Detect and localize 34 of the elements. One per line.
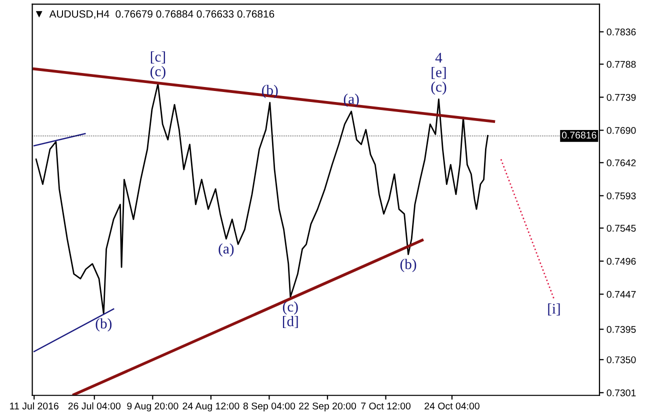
y-tick-label: 0.7545 <box>606 224 636 232</box>
ref-line-label: 0.76816 <box>562 132 596 139</box>
y-tick-label: 0.7593 <box>606 192 636 200</box>
annotation: 4 <box>435 52 442 62</box>
x-tick-label: 26 Jul 04:00 <box>68 402 120 410</box>
annotation: (b) <box>400 258 416 272</box>
y-tick-label: 0.7690 <box>606 127 636 134</box>
y-tick-label: 0.7496 <box>606 258 636 265</box>
y-tick-label: 0.7836 <box>606 28 636 36</box>
annotation: [c] <box>150 51 165 64</box>
annotation: [e] <box>432 66 446 80</box>
x-tick-label: 7 Oct 12:00 <box>361 402 411 410</box>
annotation: (c) <box>150 66 166 80</box>
y-tick-label: 0.7447 <box>606 290 636 298</box>
y-tick-label: 0.7350 <box>606 356 636 364</box>
annotation: (c) <box>282 301 298 315</box>
y-tick-label: 0.7739 <box>606 94 636 101</box>
x-tick-label: 11 Jul 2016 <box>10 402 58 410</box>
annotation: (c) <box>431 82 446 95</box>
annotation: (a) <box>218 243 234 257</box>
x-tick-label: 22 Sep 20:00 <box>299 402 356 412</box>
text: AUDUSD,H4 0.76679 0.76884 0.76633 0.76816 <box>49 10 274 19</box>
y-tick-label: 0.7301 <box>606 389 636 396</box>
y-tick-label: 0.7642 <box>606 159 636 166</box>
annotation: (b) <box>96 318 112 332</box>
x-tick-label: 8 Sep 04:00 <box>243 402 296 412</box>
x-tick-label: 9 Aug 20:00 <box>127 402 178 412</box>
annotation: (a) <box>344 94 359 107</box>
y-tick-label: 0.7395 <box>606 326 636 333</box>
annotation: [i] <box>548 303 560 316</box>
y-tick-label: 0.7788 <box>606 60 636 68</box>
x-tick-label: 24 Aug 12:00 <box>182 402 240 412</box>
x-tick-label: 24 Oct 04:00 <box>424 402 480 410</box>
annotation: [d] <box>282 316 298 328</box>
